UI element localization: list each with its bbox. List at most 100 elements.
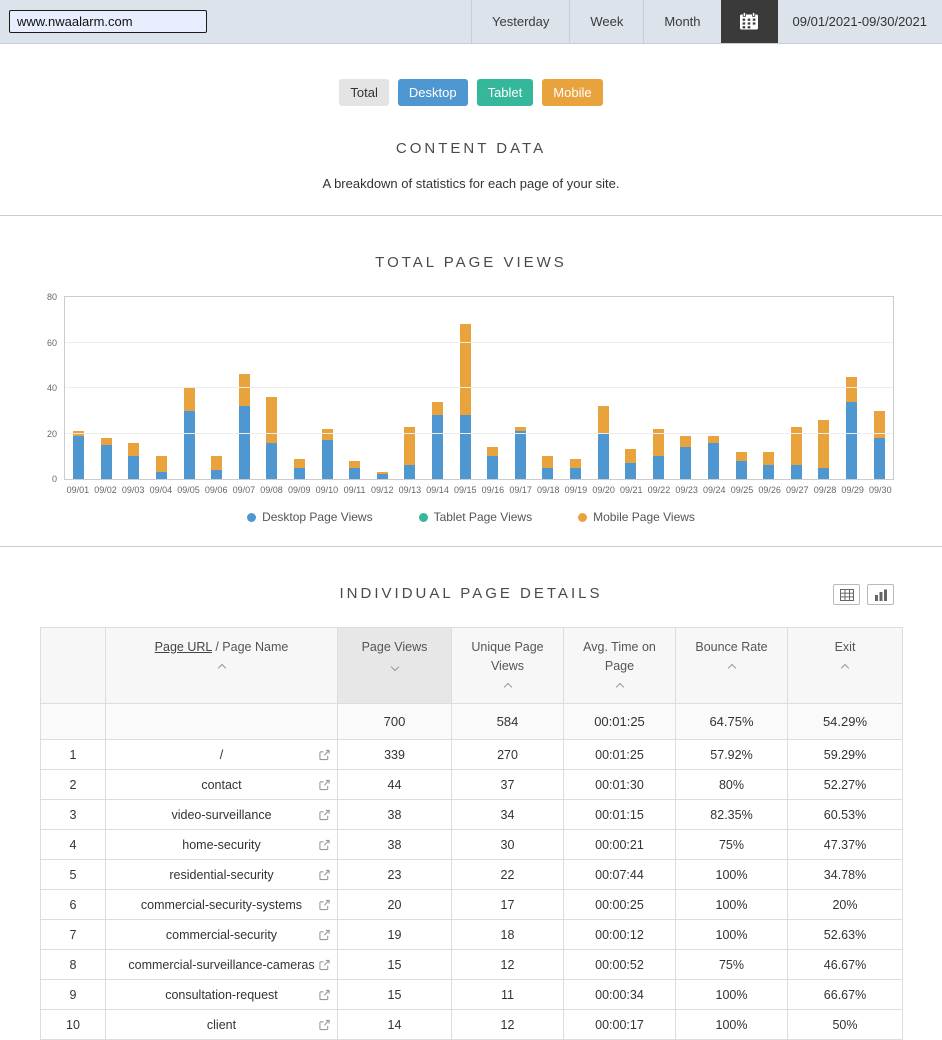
bar-segment — [321, 428, 333, 441]
totals-cell: 584 — [451, 703, 564, 741]
bar-09/19[interactable] — [569, 297, 581, 479]
external-link-button[interactable] — [319, 899, 330, 910]
unique-page-views-cell: 270 — [451, 739, 564, 771]
sort-indicator[interactable] — [342, 657, 447, 676]
bar-segment — [73, 431, 85, 436]
bar-09/07[interactable] — [238, 297, 250, 479]
external-link-button[interactable] — [319, 809, 330, 820]
bar-segment — [625, 449, 637, 464]
column-header-exit[interactable]: Exit — [787, 626, 903, 705]
range-week-button[interactable]: Week — [569, 0, 643, 43]
bar-09/01[interactable] — [73, 297, 85, 479]
bar-09/03[interactable] — [128, 297, 140, 479]
page-name[interactable]: contact — [201, 777, 242, 792]
bar-09/22[interactable] — [652, 297, 664, 479]
bar-09/27[interactable] — [790, 297, 802, 479]
sort-indicator[interactable] — [110, 657, 333, 677]
x-tick-label: 09/05 — [177, 485, 200, 495]
page-name[interactable]: client — [206, 1017, 237, 1032]
bar-slot — [203, 297, 231, 479]
bar-09/18[interactable] — [542, 297, 554, 479]
legend-dot — [418, 512, 428, 522]
page-url-sort-link[interactable]: Page URL — [154, 640, 212, 654]
bar-09/14[interactable] — [432, 297, 444, 479]
bar-09/06[interactable] — [211, 297, 223, 479]
page-name[interactable]: commercial-security — [165, 927, 278, 942]
page-name[interactable]: home-security — [182, 837, 261, 852]
bar-09/12[interactable] — [376, 297, 388, 479]
x-tick-label: 09/10 — [315, 485, 339, 495]
bar-09/11[interactable] — [349, 297, 361, 479]
bar-09/10[interactable] — [321, 297, 333, 479]
bar-09/21[interactable] — [625, 297, 637, 479]
bar-segment — [680, 447, 692, 479]
external-link-button[interactable] — [319, 779, 330, 790]
range-month-button[interactable]: Month — [643, 0, 720, 43]
filter-total-button[interactable]: Total — [339, 79, 389, 106]
avg-time-on-page-cell: 00:00:52 — [563, 949, 676, 981]
chart-view-button[interactable] — [867, 584, 894, 605]
column-header-unique-page-views[interactable]: Unique Page Views — [451, 626, 564, 705]
bar-segment — [569, 467, 581, 479]
sort-indicator[interactable] — [792, 657, 898, 677]
page-views-cell: 38 — [337, 829, 452, 861]
filter-mobile-button[interactable]: Mobile — [542, 79, 603, 106]
page-name[interactable]: / — [219, 747, 224, 762]
bar-09/30[interactable] — [873, 297, 885, 479]
exit-cell: 20% — [787, 889, 903, 921]
external-link-button[interactable] — [319, 1019, 330, 1030]
external-link-button[interactable] — [319, 749, 330, 760]
bar-segment — [735, 451, 747, 461]
bar-segment — [790, 426, 802, 466]
table-row: 8 commercial-surveillance-cameras 15 12 00:0… — [40, 949, 903, 981]
chart-y-axis: 0 20 40 60 80 — [23, 292, 57, 484]
page-name[interactable]: video-surveillance — [171, 807, 272, 822]
bar-09/05[interactable] — [183, 297, 195, 479]
table-view-button[interactable] — [833, 584, 860, 605]
bar-09/20[interactable] — [597, 297, 609, 479]
bar-slot — [838, 297, 866, 479]
column-header-page-views[interactable]: Page Views — [337, 626, 452, 705]
bar-09/15[interactable] — [459, 297, 471, 479]
bar-09/23[interactable] — [680, 297, 692, 479]
bar-09/13[interactable] — [404, 297, 416, 479]
bar-09/04[interactable] — [156, 297, 168, 479]
sort-indicator[interactable] — [680, 657, 783, 677]
sort-indicator[interactable] — [568, 676, 671, 696]
bar-segment — [652, 456, 664, 479]
bar-09/17[interactable] — [514, 297, 526, 479]
external-link-button[interactable] — [319, 989, 330, 1000]
external-link-button[interactable] — [319, 959, 330, 970]
range-yesterday-button[interactable]: Yesterday — [471, 0, 569, 43]
column-header-bounce-rate[interactable]: Bounce Rate — [675, 626, 788, 705]
bar-09/26[interactable] — [763, 297, 775, 479]
calendar-button[interactable] — [720, 0, 778, 43]
column-header-avg-time-on-page[interactable]: Avg. Time on Page — [563, 626, 676, 705]
bar-09/25[interactable] — [735, 297, 747, 479]
column-header-page-url[interactable]: Page URL / Page Name — [105, 626, 338, 705]
bar-09/02[interactable] — [100, 297, 112, 479]
x-tick-label: 09/01 — [66, 485, 90, 495]
sort-indicator[interactable] — [456, 676, 559, 696]
page-name[interactable]: commercial-security-systems — [140, 897, 303, 912]
external-link-button[interactable] — [319, 929, 330, 940]
site-url-input[interactable] — [9, 10, 207, 33]
bar-09/24[interactable] — [707, 297, 719, 479]
external-link-button[interactable] — [319, 839, 330, 850]
page-name[interactable]: residential-security — [169, 867, 274, 882]
filter-desktop-button[interactable]: Desktop — [397, 79, 468, 106]
avg-time-on-page-cell: 00:00:25 — [563, 889, 676, 921]
bar-09/28[interactable] — [818, 297, 830, 479]
bar-09/29[interactable] — [845, 297, 857, 479]
bar-09/16[interactable] — [487, 297, 499, 479]
external-link-button[interactable] — [319, 869, 330, 880]
bar-segment — [211, 456, 223, 470]
filter-tablet-button[interactable]: Tablet — [476, 79, 534, 106]
page-name[interactable]: commercial-surveillance-cameras — [128, 957, 315, 972]
table-row: 2 contact 44 37 00:01:30 80% 52.27% — [40, 769, 903, 801]
page-name[interactable]: consultation-request — [165, 987, 278, 1002]
bar-09/08[interactable] — [266, 297, 278, 479]
bar-09/09[interactable] — [294, 297, 306, 479]
table-row: 6 commercial-security-systems 20 17 00:00:25… — [40, 889, 903, 921]
external-link-icon — [319, 899, 330, 910]
